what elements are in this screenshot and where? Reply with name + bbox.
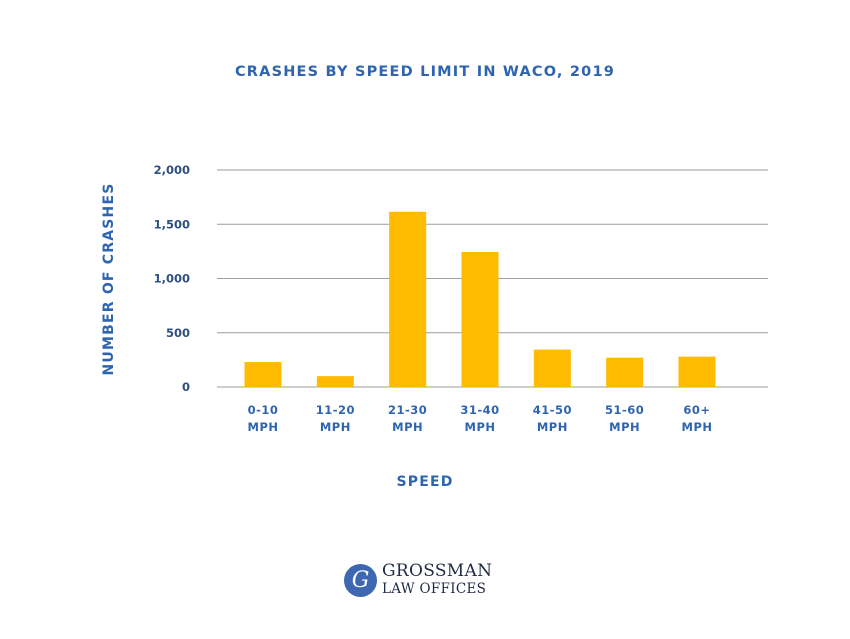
bar bbox=[389, 211, 427, 387]
x-category-label: MPH bbox=[248, 420, 279, 434]
x-category-label: MPH bbox=[320, 420, 351, 434]
bar bbox=[678, 356, 716, 387]
y-axis-title: NUMBER OF CRASHES bbox=[101, 183, 117, 376]
x-category-label: 60+ bbox=[683, 403, 710, 417]
chart-title: CRASHES BY SPEED LIMIT IN WACO, 2019 bbox=[234, 64, 616, 80]
y-tick-label: 500 bbox=[166, 326, 190, 340]
logo-emblem-icon: G bbox=[344, 564, 377, 597]
x-category-label: MPH bbox=[609, 420, 640, 434]
y-tick-label: 0 bbox=[182, 380, 190, 394]
y-tick-label: 1,000 bbox=[154, 272, 190, 286]
x-category-label: 41-50 bbox=[533, 403, 572, 417]
x-category-label: MPH bbox=[392, 420, 423, 434]
x-category-label: 51-60 bbox=[605, 403, 644, 417]
x-axis-title: SPEED bbox=[396, 474, 453, 490]
bar bbox=[244, 362, 282, 387]
bar bbox=[606, 357, 644, 387]
company-logo: G GROSSMAN LAW OFFICES bbox=[344, 561, 514, 603]
x-category-label: 31-40 bbox=[460, 403, 499, 417]
logo-subtitle: LAW OFFICES bbox=[382, 581, 487, 597]
x-category-label: 21-30 bbox=[388, 403, 427, 417]
bar bbox=[316, 376, 354, 387]
x-category-label: MPH bbox=[537, 420, 568, 434]
x-category-labels: 0-10 MPH 11-20 MPH 21-30 MPH 31-40 MPH 41-50 MPH 5… bbox=[248, 403, 713, 434]
x-category-label: 11-20 bbox=[316, 403, 355, 417]
x-category-label: MPH bbox=[465, 420, 496, 434]
x-category-label: MPH bbox=[682, 420, 713, 434]
bar bbox=[533, 349, 571, 387]
y-tick-label: 1,500 bbox=[154, 217, 190, 231]
y-tick-labels: 0 500 1,000 1,500 2,000 bbox=[154, 163, 190, 394]
y-tick-label: 2,000 bbox=[154, 163, 190, 177]
bars bbox=[244, 211, 716, 387]
x-category-label: 0-10 bbox=[248, 403, 279, 417]
logo-name: GROSSMAN bbox=[382, 561, 493, 581]
bar bbox=[461, 251, 499, 387]
